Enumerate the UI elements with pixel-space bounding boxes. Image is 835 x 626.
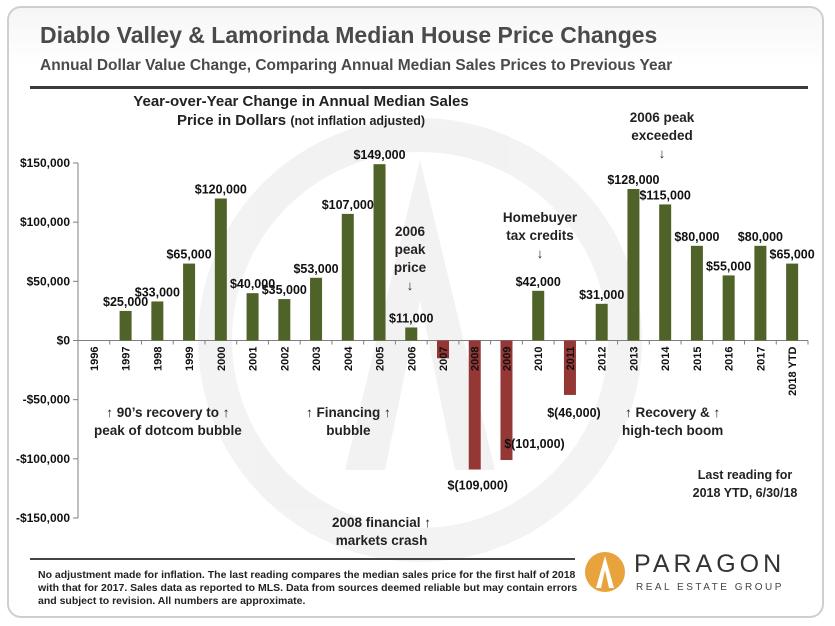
data-label: $(101,000) — [504, 437, 564, 451]
x-tick-label: 2006 — [406, 347, 418, 371]
x-tick-label: 1997 — [121, 347, 133, 371]
chart-title-main: Price in Dollars — [176, 112, 287, 129]
bar-2001 — [246, 293, 259, 341]
data-label: $42,000 — [516, 275, 561, 289]
bar-2014 — [659, 204, 672, 341]
label-layer: 1996 1997 $25,000 1998 $33,000 1999 $65,000 200… — [89, 148, 815, 492]
bar-1998 — [151, 301, 164, 341]
logo-tagline: REAL ESTATE GROUP — [636, 582, 784, 593]
y-tick-label: $50,000 — [27, 274, 71, 288]
data-label: $53,000 — [293, 262, 338, 276]
footer-divider — [30, 558, 575, 560]
x-tick-label: 2012 — [597, 347, 609, 371]
x-tick-label: 2000 — [216, 347, 228, 371]
annotation-2006-peak-exceeded: 2006 peak exceeded ↓ — [629, 110, 695, 161]
x-tick-label: 2001 — [248, 347, 260, 371]
x-tick-label: 2014 — [660, 346, 672, 371]
data-label: $31,000 — [579, 288, 624, 302]
x-tick-label: 2005 — [375, 347, 387, 371]
data-label: $11,000 — [389, 311, 434, 325]
data-label: $120,000 — [195, 183, 247, 197]
x-tick-label: 1996 — [89, 347, 101, 371]
chart-frame — [7, 6, 824, 618]
y-tick-label: $0 — [57, 334, 71, 348]
annotation-recovery-tech-boom: ↑ Recovery & ↑ high-tech boom — [622, 405, 724, 438]
page-title: Diablo Valley & Lamorinda Median House P… — [40, 22, 658, 48]
data-label: $128,000 — [607, 173, 659, 187]
bar-2018-ytd — [786, 263, 799, 341]
bar-2007 — [437, 340, 449, 359]
data-label: $65,000 — [166, 248, 211, 262]
page-subtitle: Annual Dollar Value Change, Comparing An… — [40, 57, 673, 74]
bar-2017 — [754, 245, 767, 341]
data-label: $107,000 — [322, 198, 374, 212]
chart-title-line2: Price in Dollars (not inflation adjusted… — [86, 111, 516, 131]
data-label: $149,000 — [353, 148, 405, 162]
bar-2008 — [468, 340, 481, 470]
x-tick-label: 2011 — [565, 347, 577, 371]
y-tick-label: -$100,000 — [16, 452, 70, 466]
data-label: $115,000 — [639, 188, 690, 202]
bar-2013 — [627, 189, 640, 341]
annotation-2008-crash: 2008 financial ↑ markets crash — [332, 515, 432, 548]
bar-2000 — [214, 198, 227, 341]
x-tick-label: 2009 — [501, 347, 513, 371]
bar-1997 — [119, 310, 132, 341]
bar-2006 — [405, 327, 418, 341]
data-label: $40,000 — [230, 277, 275, 291]
bar-1999 — [183, 263, 196, 341]
y-tick-label: -$50,000 — [23, 393, 71, 407]
data-label: $33,000 — [135, 285, 180, 299]
y-tick-label: -$150,000 — [16, 511, 70, 525]
x-tick-label: 2004 — [343, 346, 355, 371]
annotation-homebuyer-tax-credits: Homebuyer tax credits ↓ — [502, 210, 578, 261]
bar-2012 — [595, 303, 608, 341]
bar-2005 — [373, 164, 386, 341]
annotation-90s-recovery: ↑ 90’s recovery to ↑ peak of dotcom bubb… — [94, 405, 242, 438]
bar-2015 — [690, 245, 703, 341]
x-tick-label: 2007 — [438, 347, 450, 371]
paragon-logo-icon — [585, 552, 625, 592]
y-tick-label: $100,000 — [20, 215, 70, 229]
footnote: No adjustment made for inflation. The la… — [38, 569, 578, 607]
x-tick-label: 2010 — [533, 347, 545, 371]
annotation-last-reading: Last reading for 2018 YTD, 6/30/18 — [692, 468, 798, 500]
data-label: $65,000 — [770, 248, 815, 262]
x-tick-label: 1998 — [152, 347, 164, 371]
data-label: $(109,000) — [448, 478, 508, 492]
header-divider — [30, 86, 808, 89]
bar-layer — [119, 164, 799, 470]
bar-2010 — [532, 290, 545, 341]
x-tick-label: 2013 — [628, 347, 640, 371]
annotation-2006-peak-price: 2006 peak price ↓ — [393, 224, 427, 293]
data-label: $35,000 — [262, 283, 307, 297]
data-label: $80,000 — [738, 230, 783, 244]
x-tick-label: 2008 — [470, 347, 482, 371]
chart-title-line1: Year-over-Year Change in Annual Median S… — [133, 93, 469, 110]
x-tick-label: 1999 — [184, 347, 196, 371]
bar-2003 — [310, 277, 323, 341]
bar-2002 — [278, 299, 291, 341]
x-tick-label: 2003 — [311, 347, 323, 371]
logo-name: PARAGON — [634, 550, 786, 578]
bar-2016 — [722, 275, 735, 341]
x-tick-label: 2015 — [692, 347, 704, 371]
chart-title: Year-over-Year Change in Annual Median S… — [86, 92, 516, 131]
bar-2009 — [500, 340, 513, 461]
x-tick-label: 2002 — [279, 347, 291, 371]
bar-2004 — [341, 213, 354, 341]
x-tick-label: 2018 YTD — [787, 346, 799, 395]
data-label: $80,000 — [674, 230, 719, 244]
chart-title-note: (not inflation adjusted) — [290, 114, 426, 128]
y-tick-label: $150,000 — [20, 156, 70, 170]
data-label: $(46,000) — [547, 406, 601, 420]
x-tick-label: 2017 — [755, 347, 767, 371]
annotation-financing-bubble: ↑ Financing ↑ bubble — [306, 405, 391, 438]
x-tick-label: 2016 — [724, 347, 736, 371]
data-label: $25,000 — [103, 295, 148, 309]
data-label: $55,000 — [706, 259, 751, 273]
bar-2011 — [563, 340, 576, 395]
